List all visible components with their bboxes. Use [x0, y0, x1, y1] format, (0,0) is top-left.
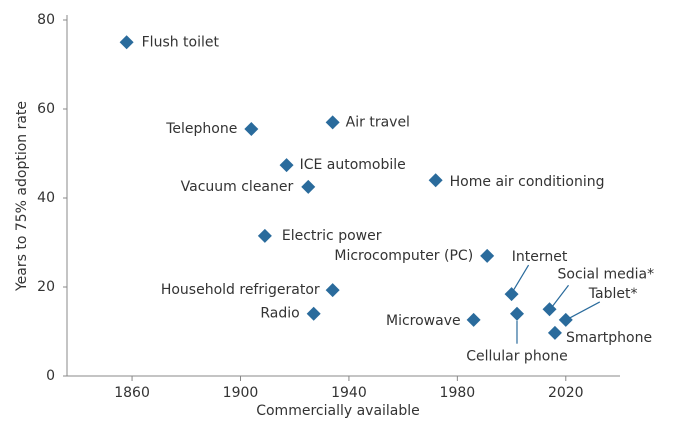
y-tick-label: 80 [37, 12, 55, 28]
point-label: Microwave [386, 313, 461, 329]
point [244, 122, 259, 137]
point [301, 179, 316, 194]
point [428, 173, 443, 188]
y-tick-label: 60 [37, 101, 55, 117]
point-label: Electric power [282, 228, 382, 244]
point-label: Telephone [165, 121, 237, 137]
point-label: Social media* [558, 266, 655, 282]
point [547, 325, 562, 340]
point [325, 283, 340, 298]
y-tick-label: 20 [37, 279, 55, 295]
point-label: Radio [260, 306, 299, 322]
x-tick-label: 2020 [548, 385, 584, 401]
leader-line [552, 284, 569, 307]
x-axis-title: Commercially available [256, 403, 420, 419]
point [306, 306, 321, 321]
point-label: Cellular phone [466, 349, 568, 365]
point-label: Smartphone [566, 330, 652, 346]
leader-line [513, 264, 530, 291]
point [558, 312, 573, 327]
point-label: ICE automobile [300, 157, 406, 173]
point-label: Internet [512, 249, 568, 265]
x-tick-label: 1860 [114, 385, 150, 401]
point [119, 35, 134, 50]
point [542, 302, 557, 317]
x-tick-label: 1940 [331, 385, 367, 401]
leader-line [569, 301, 601, 319]
point-label: Vacuum cleaner [181, 179, 294, 195]
y-axis-title: Years to 75% adoption rate [14, 101, 30, 292]
point-label: Flush toilet [142, 34, 220, 50]
point-label: Household refrigerator [161, 282, 320, 298]
point-label: Microcomputer (PC) [334, 248, 473, 264]
x-tick-label: 1900 [223, 385, 259, 401]
point-label: Air travel [346, 114, 410, 130]
y-tick-label: 40 [37, 190, 55, 206]
point-label: Tablet* [588, 286, 638, 302]
point [504, 287, 519, 302]
point [325, 115, 340, 130]
point [279, 158, 294, 173]
point [466, 312, 481, 327]
point [480, 248, 495, 263]
x-tick-label: 1980 [440, 385, 476, 401]
point [257, 228, 272, 243]
y-tick-label: 0 [46, 368, 55, 384]
point-label: Home air conditioning [450, 174, 605, 190]
point [509, 306, 524, 321]
